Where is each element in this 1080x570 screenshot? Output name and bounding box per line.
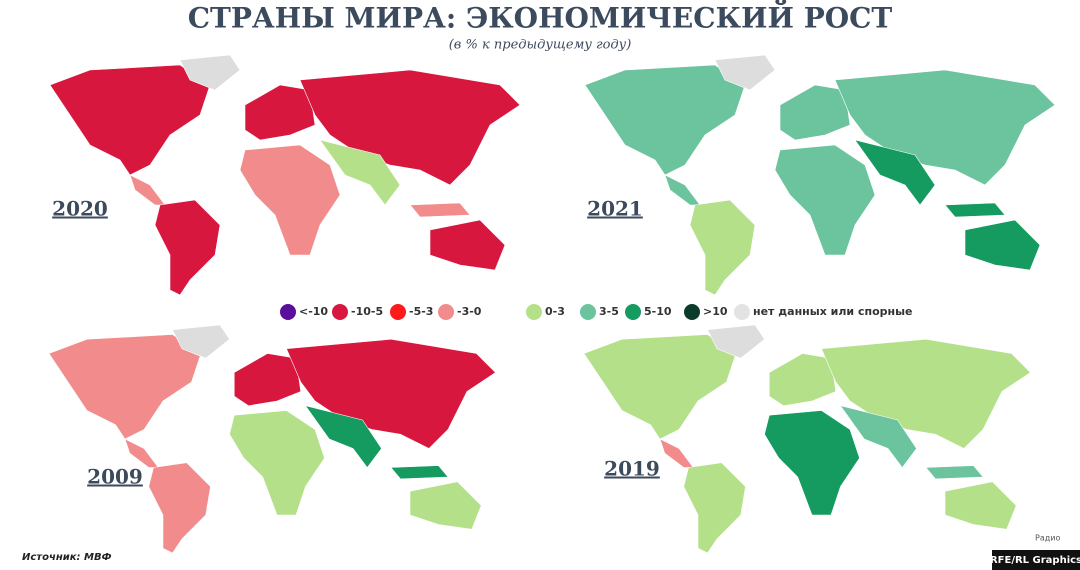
legend-swatch [280, 304, 296, 320]
legend-label: 0-3 [545, 305, 565, 318]
legend-label: 3-5 [599, 305, 619, 318]
legend-swatch [526, 304, 542, 320]
year-label: 2020 [52, 197, 108, 221]
legend-label: >10 [703, 305, 728, 318]
map-2020 [49, 54, 521, 296]
legend: <-10 -10-5 -5-3 -3-0 0-3 3-5 5-10 >10 нет данных… [280, 304, 913, 320]
title: СТРАНЫ МИРА: ЭКОНОМИЧЕСКИЙ РОСТ [188, 0, 893, 35]
year-label: 2009 [87, 465, 143, 489]
legend-label: <-10 [299, 305, 328, 318]
legend-swatch [734, 304, 750, 320]
legend-label: -3-0 [457, 305, 482, 318]
map-2009 [48, 324, 496, 554]
credit-box [992, 550, 1080, 570]
legend-label: 5-10 [644, 305, 672, 318]
year-label: 2019 [604, 457, 660, 481]
legend-swatch [332, 304, 348, 320]
legend-label: -5-3 [409, 305, 433, 318]
source: Источник: МВФ [22, 552, 112, 563]
subtitle: (в % к предыдущему году) [449, 38, 632, 53]
legend-swatch [625, 304, 641, 320]
credit: RFE/RL Graphics [990, 555, 1080, 566]
legend-label: -10-5 [351, 305, 383, 318]
legend-swatch [390, 304, 406, 320]
year-label: 2021 [587, 197, 643, 221]
map-2021 [584, 54, 1056, 296]
legend-label: нет данных или спорные [753, 305, 913, 318]
legend-swatch [684, 304, 700, 320]
legend-swatch [580, 304, 596, 320]
map-2019 [583, 324, 1031, 554]
legend-swatch [438, 304, 454, 320]
logo-text: Радио [1035, 534, 1060, 543]
